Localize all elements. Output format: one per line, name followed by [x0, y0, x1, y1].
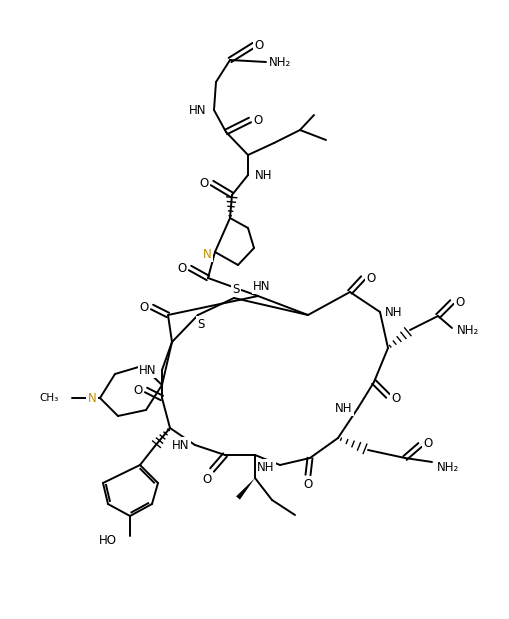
Text: NH: NH: [257, 461, 274, 474]
Text: N: N: [88, 391, 96, 404]
Text: O: O: [202, 472, 211, 485]
Text: HN: HN: [189, 103, 206, 116]
Polygon shape: [236, 478, 254, 500]
Text: S: S: [197, 318, 204, 331]
Text: N: N: [202, 248, 211, 261]
Text: O: O: [422, 436, 432, 449]
Text: O: O: [365, 272, 375, 285]
Text: O: O: [133, 384, 143, 397]
Text: CH₃: CH₃: [40, 393, 59, 403]
Text: O: O: [455, 295, 464, 308]
Text: NH₂: NH₂: [456, 324, 478, 337]
Text: NH₂: NH₂: [436, 461, 458, 474]
Text: NH: NH: [334, 402, 352, 415]
Text: O: O: [139, 300, 148, 313]
Text: S: S: [232, 282, 239, 295]
Text: O: O: [254, 38, 263, 51]
Text: NH₂: NH₂: [268, 56, 291, 69]
Text: NH: NH: [384, 306, 402, 319]
Text: NH: NH: [254, 168, 272, 181]
Text: O: O: [390, 391, 400, 404]
Text: HN: HN: [139, 363, 156, 376]
Text: HO: HO: [99, 534, 117, 547]
Text: HN: HN: [253, 280, 270, 293]
Text: O: O: [253, 113, 262, 126]
Text: O: O: [199, 176, 208, 189]
Text: HN: HN: [172, 438, 189, 451]
Text: O: O: [303, 477, 312, 490]
Text: O: O: [177, 261, 186, 274]
